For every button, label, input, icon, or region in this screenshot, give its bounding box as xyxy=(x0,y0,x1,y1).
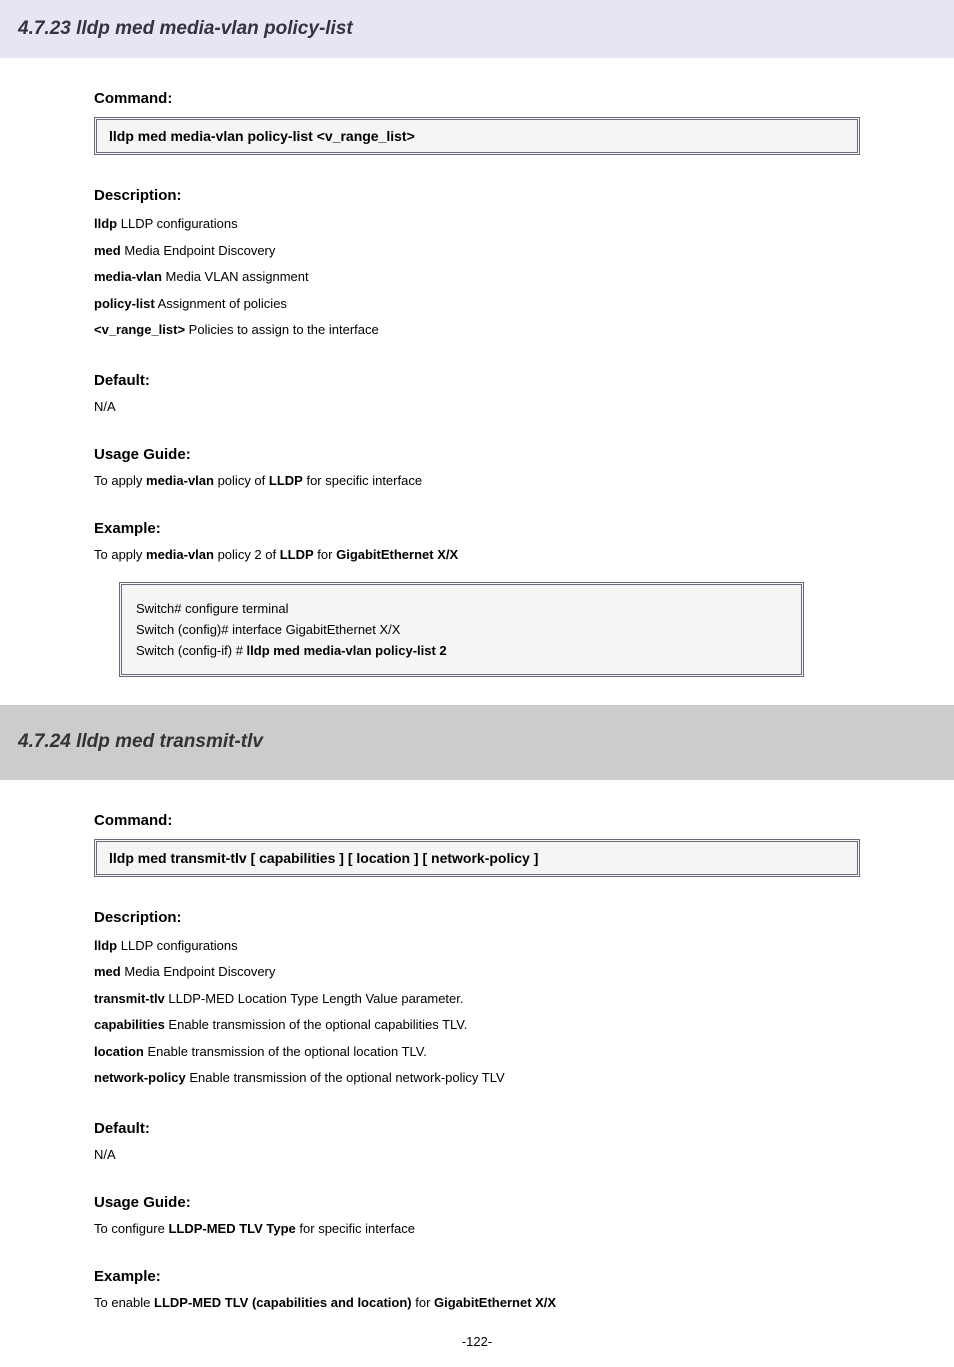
desc-kw: lldp xyxy=(94,938,117,953)
section-header-2-title: 4.7.24 lldp med transmit-tlv xyxy=(18,731,263,753)
ex-line-kw: lldp med media-vlan policy-list 2 xyxy=(247,643,447,658)
usage-label-1: Usage Guide: xyxy=(94,446,860,463)
example-line: Switch# configure terminal xyxy=(136,601,787,616)
desc-text: Media Endpoint Discovery xyxy=(124,964,275,979)
desc-label-1: Description: xyxy=(94,187,860,204)
default-label-1: Default: xyxy=(94,372,860,389)
section-header-1: 4.7.23 lldp med media-vlan policy-list xyxy=(0,0,954,58)
desc-line: med Media Endpoint Discovery xyxy=(94,241,860,261)
desc-line: media-vlan Media VLAN assignment xyxy=(94,267,860,287)
desc-kw: <v_range_list> xyxy=(94,322,185,337)
desc-line: location Enable transmission of the opti… xyxy=(94,1042,860,1062)
default-label-2: Default: xyxy=(94,1120,860,1137)
desc-line: med Media Endpoint Discovery xyxy=(94,962,860,982)
ex-mid: policy 2 of xyxy=(214,547,280,562)
desc-kw: transmit-tlv xyxy=(94,991,165,1006)
example-line: Switch (config-if) # lldp med media-vlan… xyxy=(136,643,787,658)
section-2-content: Command: lldp med transmit-tlv [ capabil… xyxy=(0,812,954,1310)
usage-line-1: To apply media-vlan policy of LLDP for s… xyxy=(94,473,860,488)
desc-kw: med xyxy=(94,243,121,258)
example-line: Switch (config)# interface GigabitEthern… xyxy=(136,622,787,637)
usage-kw: media-vlan xyxy=(146,473,214,488)
desc-kw: med xyxy=(94,964,121,979)
desc-text: LLDP-MED Location Type Length Value para… xyxy=(165,991,464,1006)
usage-mid: policy of xyxy=(214,473,269,488)
desc-kw: policy-list xyxy=(94,296,155,311)
desc-text: Policies to assign to the interface xyxy=(185,322,379,337)
ex-kw3: GigabitEthernet X/X xyxy=(336,547,458,562)
usage-kw: LLDP-MED TLV Type xyxy=(168,1221,295,1236)
syntax-box-2: lldp med transmit-tlv [ capabilities ] [… xyxy=(94,839,860,877)
ex-kw: LLDP-MED TLV (capabilities and location) xyxy=(154,1295,412,1310)
section-header-1-title: 4.7.23 lldp med media-vlan policy-list xyxy=(18,18,353,40)
desc-text: Assignment of policies xyxy=(155,296,287,311)
example-intro-1: To apply media-vlan policy 2 of LLDP for… xyxy=(94,547,860,562)
desc-line: lldp LLDP configurations xyxy=(94,214,860,234)
desc-kw: network-policy xyxy=(94,1070,186,1085)
usage-line-2: To configure LLDP-MED TLV Type for speci… xyxy=(94,1221,860,1236)
example-label-2: Example: xyxy=(94,1268,860,1285)
ex-pre: To enable xyxy=(94,1295,154,1310)
desc-text: LLDP configurations xyxy=(121,216,238,231)
desc-text: LLDP configurations xyxy=(121,938,238,953)
syntax-text-1: lldp med media-vlan policy-list <v_range… xyxy=(109,128,415,144)
ex-post: for xyxy=(412,1295,434,1310)
desc-line: network-policy Enable transmission of th… xyxy=(94,1068,860,1088)
section-header-2: 4.7.24 lldp med transmit-tlv xyxy=(0,705,954,780)
usage-pre: To apply xyxy=(94,473,146,488)
ex-kw: media-vlan xyxy=(146,547,214,562)
desc-line: transmit-tlv LLDP-MED Location Type Leng… xyxy=(94,989,860,1009)
desc-line: lldp LLDP configurations xyxy=(94,936,860,956)
example-label-1: Example: xyxy=(94,520,860,537)
ex-post: for xyxy=(314,547,336,562)
desc-line: capabilities Enable transmission of the … xyxy=(94,1015,860,1035)
example-box-1: Switch# configure terminal Switch (confi… xyxy=(119,582,804,677)
desc-kw: media-vlan xyxy=(94,269,162,284)
usage-label-2: Usage Guide: xyxy=(94,1194,860,1211)
ex-kw2: LLDP xyxy=(280,547,314,562)
desc-kw: lldp xyxy=(94,216,117,231)
page-number: -122- xyxy=(0,1334,954,1367)
desc-kw: capabilities xyxy=(94,1017,165,1032)
syntax-box-1: lldp med media-vlan policy-list <v_range… xyxy=(94,117,860,155)
desc-line: <v_range_list> Policies to assign to the… xyxy=(94,320,860,340)
section-1-content: Command: lldp med media-vlan policy-list… xyxy=(0,90,954,677)
desc-text: Enable transmission of the optional loca… xyxy=(144,1044,427,1059)
desc-text: Media Endpoint Discovery xyxy=(124,243,275,258)
ex-kw2: GigabitEthernet X/X xyxy=(434,1295,556,1310)
usage-post: for specific interface xyxy=(296,1221,415,1236)
usage-kw2: LLDP xyxy=(269,473,303,488)
syntax-text-2: lldp med transmit-tlv [ capabilities ] [… xyxy=(109,850,538,866)
ex-line-pre: Switch (config-if) # xyxy=(136,643,247,658)
syntax-label-2: Command: xyxy=(94,812,860,829)
desc-text: Enable transmission of the optional netw… xyxy=(186,1070,505,1085)
default-value-2: N/A xyxy=(94,1147,860,1162)
desc-kw: location xyxy=(94,1044,144,1059)
usage-pre: To configure xyxy=(94,1221,168,1236)
usage-post: for specific interface xyxy=(303,473,422,488)
desc-label-2: Description: xyxy=(94,909,860,926)
default-value-1: N/A xyxy=(94,399,860,414)
desc-text: Enable transmission of the optional capa… xyxy=(165,1017,468,1032)
desc-line: policy-list Assignment of policies xyxy=(94,294,860,314)
example-intro-2: To enable LLDP-MED TLV (capabilities and… xyxy=(94,1295,860,1310)
desc-text: Media VLAN assignment xyxy=(162,269,309,284)
syntax-label: Command: xyxy=(94,90,860,107)
ex-pre: To apply xyxy=(94,547,146,562)
